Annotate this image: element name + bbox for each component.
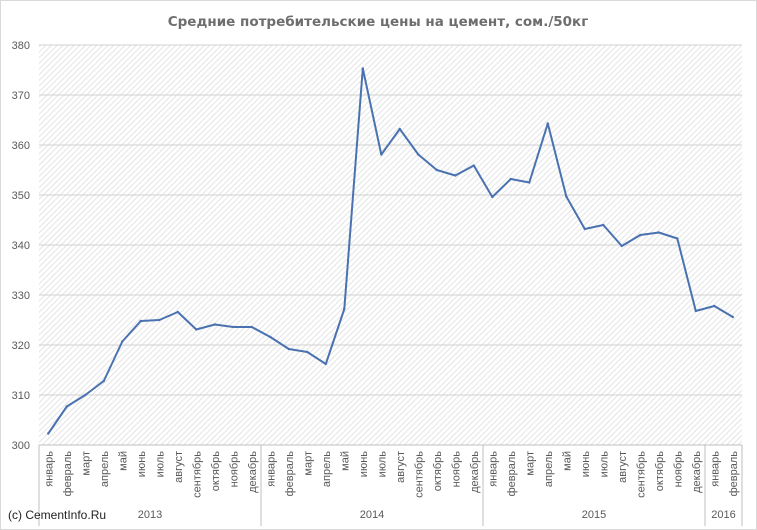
data-point (491, 195, 494, 199)
data-point (380, 153, 383, 156)
x-tick-label: апрель (543, 451, 555, 487)
x-tick-label: сентябрь (191, 451, 203, 498)
data-point (306, 350, 309, 354)
x-tick-label: июнь (136, 451, 148, 477)
x-tick-label: июль (598, 451, 610, 478)
data-point (694, 309, 697, 313)
x-tick-label: февраль (728, 451, 740, 497)
data-point (269, 335, 272, 339)
x-tick-label: февраль (62, 451, 74, 497)
data-point (509, 177, 512, 181)
x-tick-label: ноябрь (228, 451, 240, 488)
data-point (565, 195, 568, 198)
x-tick-label: сентябрь (413, 451, 425, 498)
x-tick-label: октябрь (432, 451, 444, 491)
chart-title: Средние потребительские цены на цемент, … (168, 14, 589, 30)
data-point (287, 347, 290, 351)
x-tick-label: май (561, 451, 573, 471)
y-tick-label: 370 (12, 90, 30, 102)
data-point (361, 67, 364, 70)
x-tick-label: декабрь (247, 451, 259, 493)
x-tick-label: октябрь (654, 451, 666, 491)
y-tick-label: 360 (12, 140, 30, 152)
data-point (139, 319, 142, 323)
data-point (731, 315, 734, 319)
data-point (676, 237, 679, 240)
data-point (657, 231, 660, 234)
y-tick-label: 380 (12, 40, 30, 52)
data-point (602, 223, 605, 227)
data-point (232, 325, 235, 329)
y-tick-label: 310 (12, 390, 30, 402)
x-tick-label: январь (487, 451, 499, 487)
year-label: 2014 (360, 509, 384, 521)
data-point (47, 432, 50, 435)
data-point (417, 153, 420, 156)
data-point (583, 227, 586, 231)
y-tick-label: 330 (12, 290, 30, 302)
data-point (84, 393, 87, 397)
x-tick-label: апрель (99, 451, 111, 487)
data-point (176, 310, 179, 314)
y-tick-label: 320 (12, 340, 30, 352)
y-tick-label: 340 (12, 240, 30, 252)
x-tick-label: март (524, 451, 536, 476)
x-tick-label: сентябрь (635, 451, 647, 498)
x-tick-label: март (302, 451, 314, 476)
data-point (158, 318, 161, 322)
x-tick-label: декабрь (691, 451, 703, 493)
data-point (528, 181, 531, 184)
x-tick-label: январь (265, 451, 277, 487)
data-point (435, 168, 438, 172)
year-label: 2013 (138, 509, 162, 521)
data-point (639, 233, 642, 237)
data-point (121, 340, 124, 343)
data-point (213, 323, 216, 326)
x-tick-label: январь (709, 451, 721, 487)
data-point (65, 405, 68, 408)
x-tick-label: ноябрь (450, 451, 462, 488)
x-tick-label: декабрь (469, 451, 481, 493)
x-tick-label: февраль (284, 451, 296, 497)
y-tick-label: 300 (12, 440, 30, 452)
data-point (398, 127, 401, 131)
data-point (195, 328, 198, 331)
series-line (47, 67, 734, 435)
data-point (713, 304, 716, 308)
data-point (546, 122, 549, 125)
x-tick-label: май (117, 451, 129, 471)
data-point (620, 244, 623, 248)
x-tick-label: январь (43, 451, 55, 487)
x-tick-label: февраль (506, 451, 518, 497)
x-tick-label: август (395, 451, 407, 483)
copyright-text: (c) CementInfo.Ru (8, 508, 106, 522)
x-tick-label: август (617, 451, 629, 483)
x-tick-label: июнь (358, 451, 370, 477)
x-tick-label: июнь (580, 451, 592, 477)
data-point (454, 174, 457, 177)
x-tick-label: июль (154, 451, 166, 478)
data-point (102, 379, 105, 383)
x-tick-label: октябрь (210, 451, 222, 491)
x-tick-label: март (80, 451, 92, 476)
y-tick-label: 350 (12, 190, 30, 202)
x-tick-label: ноябрь (672, 451, 684, 488)
data-point (324, 362, 327, 366)
x-tick-label: июль (376, 451, 388, 478)
data-point (472, 164, 475, 167)
x-tick-label: май (339, 451, 351, 471)
data-point (250, 325, 253, 329)
year-label: 2015 (582, 509, 606, 521)
data-point (343, 307, 346, 311)
x-tick-label: август (173, 451, 185, 483)
x-tick-label: апрель (321, 451, 333, 487)
year-label: 2016 (711, 509, 735, 521)
